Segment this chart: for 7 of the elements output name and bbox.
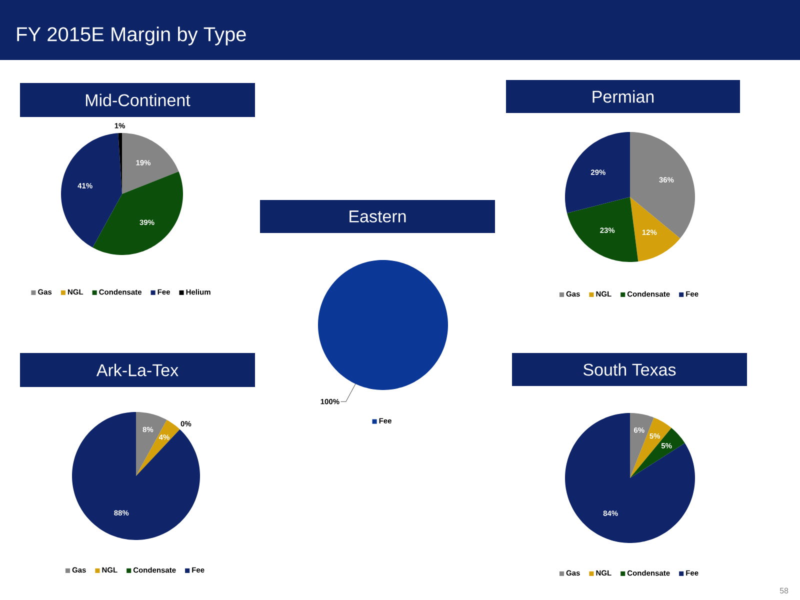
chart-title: South Texas	[583, 363, 676, 376]
chart-title: Ark-La-Tex	[96, 364, 178, 376]
chart-title: Mid-Continent	[86, 94, 190, 106]
chart-title: Permian	[592, 90, 654, 103]
chart-title: Eastern	[350, 210, 406, 222]
text: FY 2015E Margin by Type	[17, 26, 246, 46]
text: 58	[780, 588, 788, 594]
